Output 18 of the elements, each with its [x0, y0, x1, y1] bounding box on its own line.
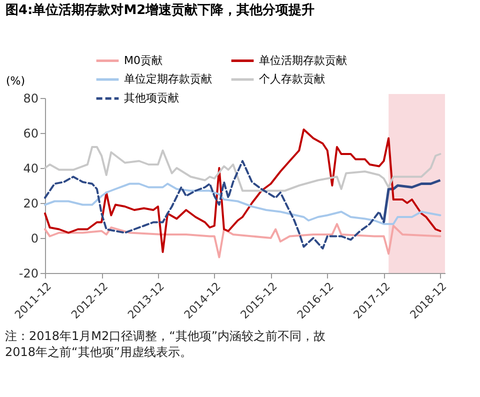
legend-label: 单位定期存款贡献: [124, 72, 212, 86]
line-series: [44, 146, 442, 192]
y-tick-label: 60: [23, 126, 38, 140]
y-tick-label: 40: [23, 162, 38, 176]
y-tick-label: 20: [23, 196, 38, 210]
y-tick-label: -20: [18, 266, 38, 280]
y-tick-label: 0: [30, 232, 38, 246]
y-tick-label: 80: [23, 92, 38, 106]
legend-label: M0贡献: [124, 54, 162, 67]
line-series: [44, 223, 442, 258]
text: 注：2018年1月M2口径调整，“其他项”内涵较之前不同，故2018年之前“其他项”用虚线表示。: [5, 329, 326, 359]
line-series: [44, 128, 442, 253]
y-axis-title: (%): [6, 74, 26, 88]
legend-label: 个人存款贡献: [259, 72, 325, 86]
chart-title: 图4:单位活期存款对M2增速贡献下降，其他分项提升: [5, 2, 315, 18]
legend-label: 其他项贡献: [124, 92, 179, 104]
line-series: [44, 182, 442, 225]
legend-label: 单位活期存款贡献: [259, 54, 347, 67]
